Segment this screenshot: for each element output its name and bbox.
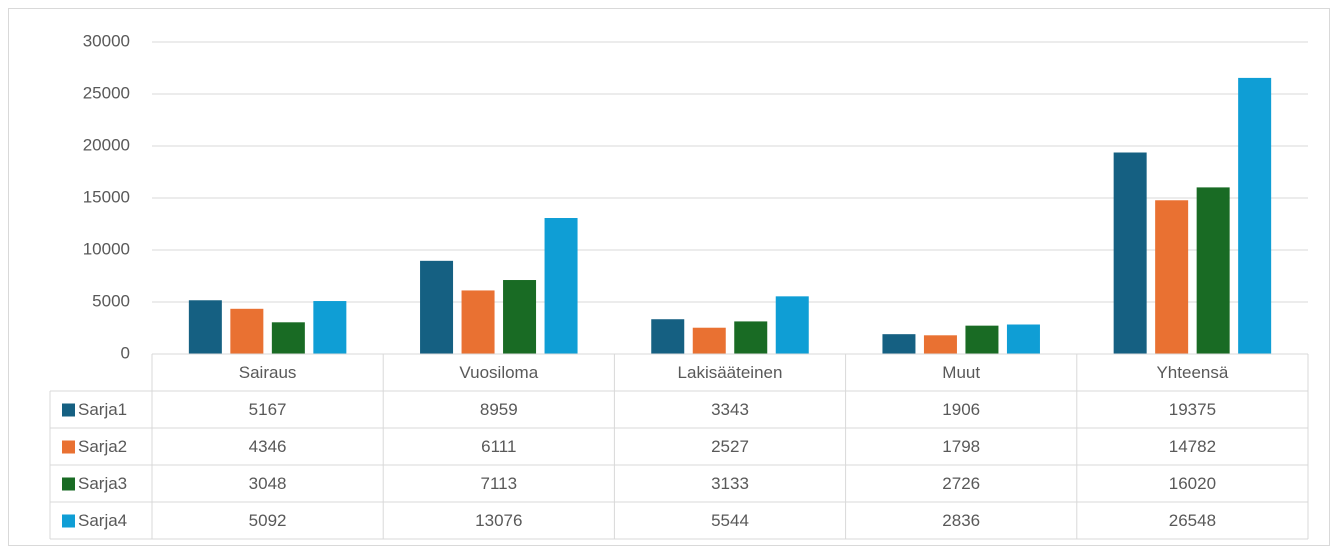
table-value: 2726 [942, 474, 980, 493]
bar [965, 325, 999, 354]
bar [1196, 187, 1230, 354]
bar [692, 327, 726, 354]
x-tick-label: Lakisääteinen [678, 363, 783, 382]
table-value: 1906 [942, 400, 980, 419]
table-value: 5167 [249, 400, 287, 419]
legend-label: Sarja2 [78, 437, 127, 456]
table-value: 16020 [1169, 474, 1216, 493]
table-value: 5092 [249, 511, 287, 530]
bar [544, 218, 578, 354]
bar [1006, 324, 1040, 354]
x-tick-label: Sairaus [239, 363, 297, 382]
table-value: 5544 [711, 511, 749, 530]
table-value: 2527 [711, 437, 749, 456]
table-value: 1798 [942, 437, 980, 456]
bar [461, 290, 495, 354]
y-tick-label: 0 [121, 343, 130, 362]
legend-label: Sarja3 [78, 474, 127, 493]
bar [1155, 200, 1189, 354]
y-tick-label: 20000 [83, 135, 130, 154]
y-tick-label: 5000 [92, 291, 130, 310]
chart-border [8, 8, 1330, 546]
table-value: 13076 [475, 511, 522, 530]
x-tick-label: Vuosiloma [459, 363, 538, 382]
table-value: 8959 [480, 400, 518, 419]
table-value: 26548 [1169, 511, 1216, 530]
legend-key [62, 514, 75, 528]
bar [882, 334, 916, 354]
y-tick-label: 30000 [83, 31, 130, 50]
table-value: 14782 [1169, 437, 1216, 456]
bar [313, 301, 347, 354]
table-value: 3048 [249, 474, 287, 493]
table-value: 4346 [249, 437, 287, 456]
y-tick-label: 15000 [83, 187, 130, 206]
bar [651, 319, 685, 354]
legend-key [62, 477, 75, 491]
legend-key [62, 440, 75, 454]
legend-key [62, 403, 75, 417]
bar [271, 322, 305, 354]
table-value: 19375 [1169, 400, 1216, 419]
table-value: 2836 [942, 511, 980, 530]
table-value: 3133 [711, 474, 749, 493]
bar [1113, 152, 1147, 354]
table-value: 7113 [481, 474, 518, 493]
table-value: 3343 [711, 400, 749, 419]
y-tick-label: 10000 [83, 239, 130, 258]
bar [734, 321, 768, 354]
legend-label: Sarja4 [78, 511, 127, 530]
bar [188, 300, 222, 354]
bar [923, 335, 957, 354]
x-tick-label: Muut [942, 363, 980, 382]
x-tick-label: Yhteensä [1156, 363, 1228, 382]
table-value: 6111 [481, 437, 516, 456]
bar [1238, 77, 1272, 354]
y-tick-label: 25000 [83, 83, 130, 102]
legend-label: Sarja1 [78, 400, 127, 419]
bar [503, 280, 537, 354]
bar [230, 308, 264, 354]
bar [775, 296, 809, 354]
bar [420, 260, 454, 354]
